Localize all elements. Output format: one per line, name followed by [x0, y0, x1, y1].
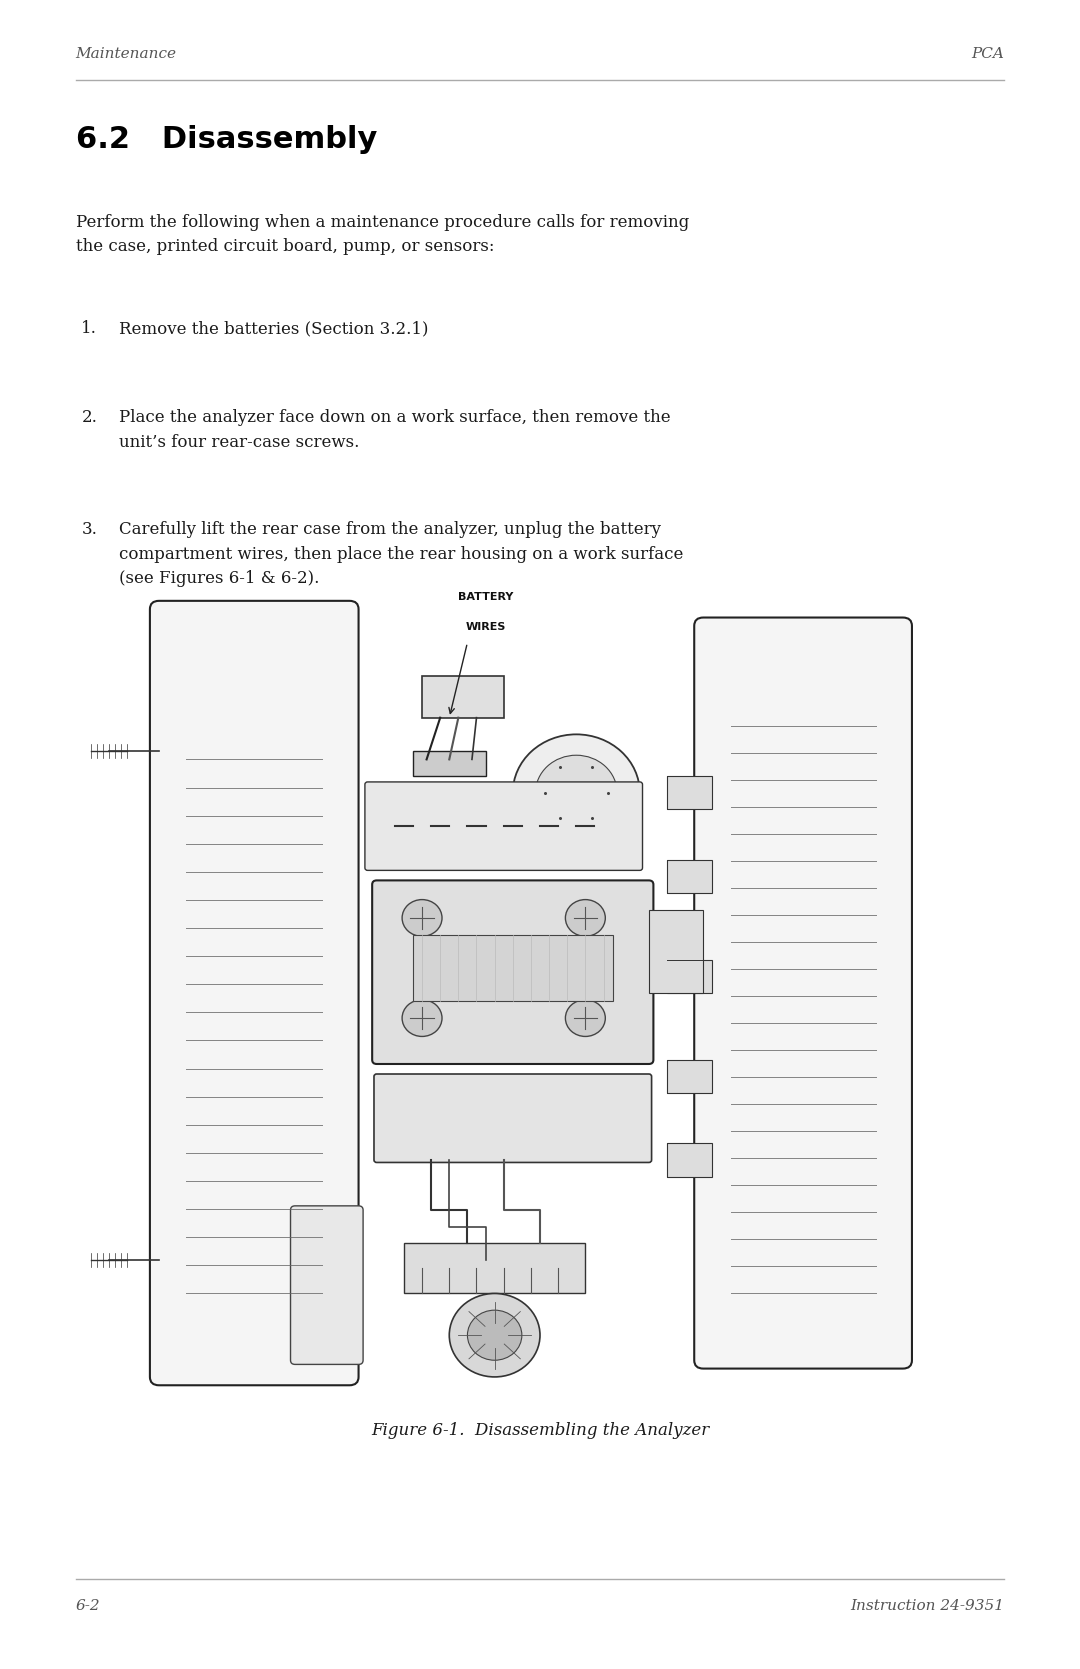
FancyBboxPatch shape: [694, 618, 912, 1369]
Bar: [422, 676, 503, 718]
Circle shape: [402, 900, 442, 936]
Bar: [413, 935, 612, 1001]
Circle shape: [566, 900, 605, 936]
Text: PCA: PCA: [972, 47, 1004, 60]
Text: 6.2   Disassembly: 6.2 Disassembly: [76, 125, 377, 154]
Bar: [404, 1243, 585, 1293]
Circle shape: [566, 1000, 605, 1036]
Circle shape: [402, 1000, 442, 1036]
Circle shape: [513, 734, 639, 851]
Circle shape: [536, 754, 617, 831]
Bar: [667, 1143, 713, 1177]
Text: Place the analyzer face down on a work surface, then remove the
unit’s four rear: Place the analyzer face down on a work s…: [119, 409, 671, 451]
Text: 2.: 2.: [81, 409, 97, 426]
Text: 1.: 1.: [81, 320, 97, 337]
Text: Carefully lift the rear case from the analyzer, unplug the battery
compartment w: Carefully lift the rear case from the an…: [119, 521, 684, 587]
Text: WIRES: WIRES: [465, 623, 505, 631]
Text: BATTERY: BATTERY: [458, 592, 513, 603]
FancyBboxPatch shape: [291, 1205, 363, 1365]
Text: Maintenance: Maintenance: [76, 47, 177, 60]
Circle shape: [449, 1293, 540, 1377]
Bar: [667, 1060, 713, 1093]
Circle shape: [468, 1310, 522, 1360]
Text: Perform the following when a maintenance procedure calls for removing
the case, : Perform the following when a maintenance…: [76, 214, 689, 255]
Text: 3.: 3.: [81, 521, 97, 537]
FancyBboxPatch shape: [365, 781, 643, 871]
Bar: [667, 860, 713, 893]
Text: Instruction 24-9351: Instruction 24-9351: [850, 1599, 1004, 1612]
FancyBboxPatch shape: [373, 881, 653, 1065]
Bar: [667, 776, 713, 809]
FancyBboxPatch shape: [150, 601, 359, 1385]
FancyBboxPatch shape: [374, 1075, 651, 1162]
Bar: [413, 751, 486, 776]
Bar: [649, 910, 703, 993]
Text: Remove the batteries (Section 3.2.1): Remove the batteries (Section 3.2.1): [119, 320, 429, 337]
Text: 6-2: 6-2: [76, 1599, 100, 1612]
Text: Figure 6-1.  Disassembling the Analyzer: Figure 6-1. Disassembling the Analyzer: [370, 1422, 710, 1439]
Bar: [667, 960, 713, 993]
